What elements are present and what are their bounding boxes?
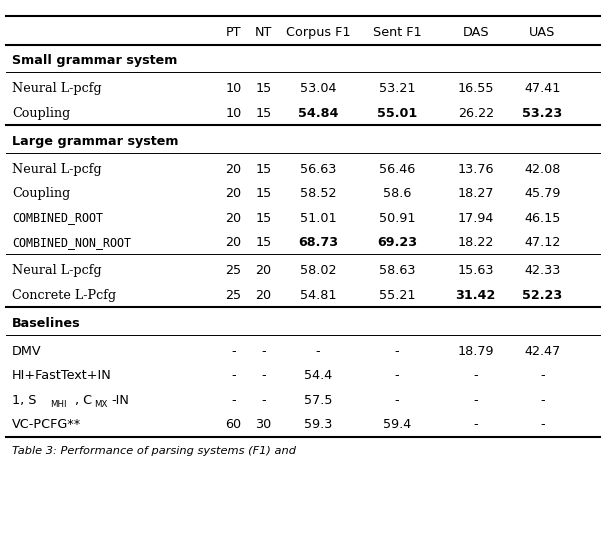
Text: Concrete L-Pcfg: Concrete L-Pcfg [12,289,116,302]
Text: VC-PCFG**: VC-PCFG** [12,418,81,431]
Text: 15: 15 [256,163,271,176]
Text: 18.79: 18.79 [458,345,494,358]
Text: -: - [261,345,266,358]
Text: -: - [261,394,266,406]
Text: 42.47: 42.47 [524,345,561,358]
Text: 51.01: 51.01 [300,211,336,224]
Text: 54.84: 54.84 [298,107,338,120]
Text: 58.52: 58.52 [300,187,336,200]
Text: 57.5: 57.5 [304,394,333,406]
Text: 20: 20 [225,163,241,176]
Text: MHI: MHI [50,400,66,409]
Text: -: - [231,370,236,382]
Text: DAS: DAS [462,26,489,39]
Text: 20: 20 [225,187,241,200]
Text: -: - [540,370,545,382]
Text: -: - [473,418,478,431]
Text: 68.73: 68.73 [298,236,338,249]
Text: 18.27: 18.27 [458,187,494,200]
Text: 56.46: 56.46 [379,163,415,176]
Text: Sent F1: Sent F1 [373,26,421,39]
Text: NT: NT [255,26,272,39]
Text: 54.4: 54.4 [304,370,332,382]
Text: 15: 15 [256,107,271,120]
Text: 16.55: 16.55 [458,82,494,95]
Text: -: - [395,345,399,358]
Text: 42.08: 42.08 [524,163,561,176]
Text: -: - [473,394,478,406]
Text: 52.23: 52.23 [522,289,562,302]
Text: Large grammar system: Large grammar system [12,135,179,148]
Text: 50.91: 50.91 [379,211,415,224]
Text: Baselines: Baselines [12,317,81,330]
Text: 58.63: 58.63 [379,264,415,277]
Text: 59.4: 59.4 [383,418,411,431]
Text: 45.79: 45.79 [524,187,561,200]
Text: PT: PT [225,26,241,39]
Text: -: - [395,394,399,406]
Text: 13.76: 13.76 [458,163,494,176]
Text: 69.23: 69.23 [377,236,417,249]
Text: 42.33: 42.33 [524,264,561,277]
Text: 47.12: 47.12 [524,236,561,249]
Text: Coupling: Coupling [12,107,70,120]
Text: -: - [540,394,545,406]
Text: Small grammar system: Small grammar system [12,54,178,67]
Text: UAS: UAS [529,26,556,39]
Text: 18.22: 18.22 [458,236,494,249]
Text: 58.02: 58.02 [300,264,336,277]
Text: DMV: DMV [12,345,42,358]
Text: 58.6: 58.6 [383,187,411,200]
Text: -: - [395,370,399,382]
Text: 20: 20 [225,211,241,224]
Text: Neural L-pcfg: Neural L-pcfg [12,264,102,277]
Text: , C: , C [75,394,92,406]
Text: -: - [231,345,236,358]
Text: 60: 60 [225,418,241,431]
Text: Neural L-pcfg: Neural L-pcfg [12,163,102,176]
Text: -: - [540,418,545,431]
Text: Table 3: Performance of parsing systems (F1) and: Table 3: Performance of parsing systems … [12,446,296,456]
Text: 15: 15 [256,82,271,95]
Text: 25: 25 [225,264,241,277]
Text: 31.42: 31.42 [456,289,496,302]
Text: 20: 20 [225,236,241,249]
Text: 55.01: 55.01 [377,107,417,120]
Text: -IN: -IN [111,394,128,406]
Text: 47.41: 47.41 [524,82,561,95]
Text: 10: 10 [225,82,241,95]
Text: 15: 15 [256,187,271,200]
Text: 53.04: 53.04 [300,82,336,95]
Text: 15: 15 [256,236,271,249]
Text: 59.3: 59.3 [304,418,332,431]
Text: 20: 20 [256,289,271,302]
Text: 30: 30 [256,418,271,431]
Text: 26.22: 26.22 [458,107,494,120]
Text: Coupling: Coupling [12,187,70,200]
Text: 25: 25 [225,289,241,302]
Text: 53.23: 53.23 [522,107,562,120]
Text: Neural L-pcfg: Neural L-pcfg [12,82,102,95]
Text: 1, S: 1, S [12,394,36,406]
Text: 20: 20 [256,264,271,277]
Text: 17.94: 17.94 [458,211,494,224]
Text: -: - [316,345,321,358]
Text: 46.15: 46.15 [524,211,561,224]
Text: Corpus F1: Corpus F1 [286,26,350,39]
Text: 53.21: 53.21 [379,82,415,95]
Text: COMBINED_NON_ROOT: COMBINED_NON_ROOT [12,236,131,249]
Text: 54.81: 54.81 [300,289,336,302]
Text: -: - [473,370,478,382]
Text: 55.21: 55.21 [379,289,415,302]
Text: 10: 10 [225,107,241,120]
Text: 15: 15 [256,211,271,224]
Text: COMBINED_ROOT: COMBINED_ROOT [12,211,103,224]
Text: MX: MX [94,400,107,409]
Text: 56.63: 56.63 [300,163,336,176]
Text: HI+FastText+IN: HI+FastText+IN [12,370,112,382]
Text: 15.63: 15.63 [458,264,494,277]
Text: -: - [231,394,236,406]
Text: -: - [261,370,266,382]
